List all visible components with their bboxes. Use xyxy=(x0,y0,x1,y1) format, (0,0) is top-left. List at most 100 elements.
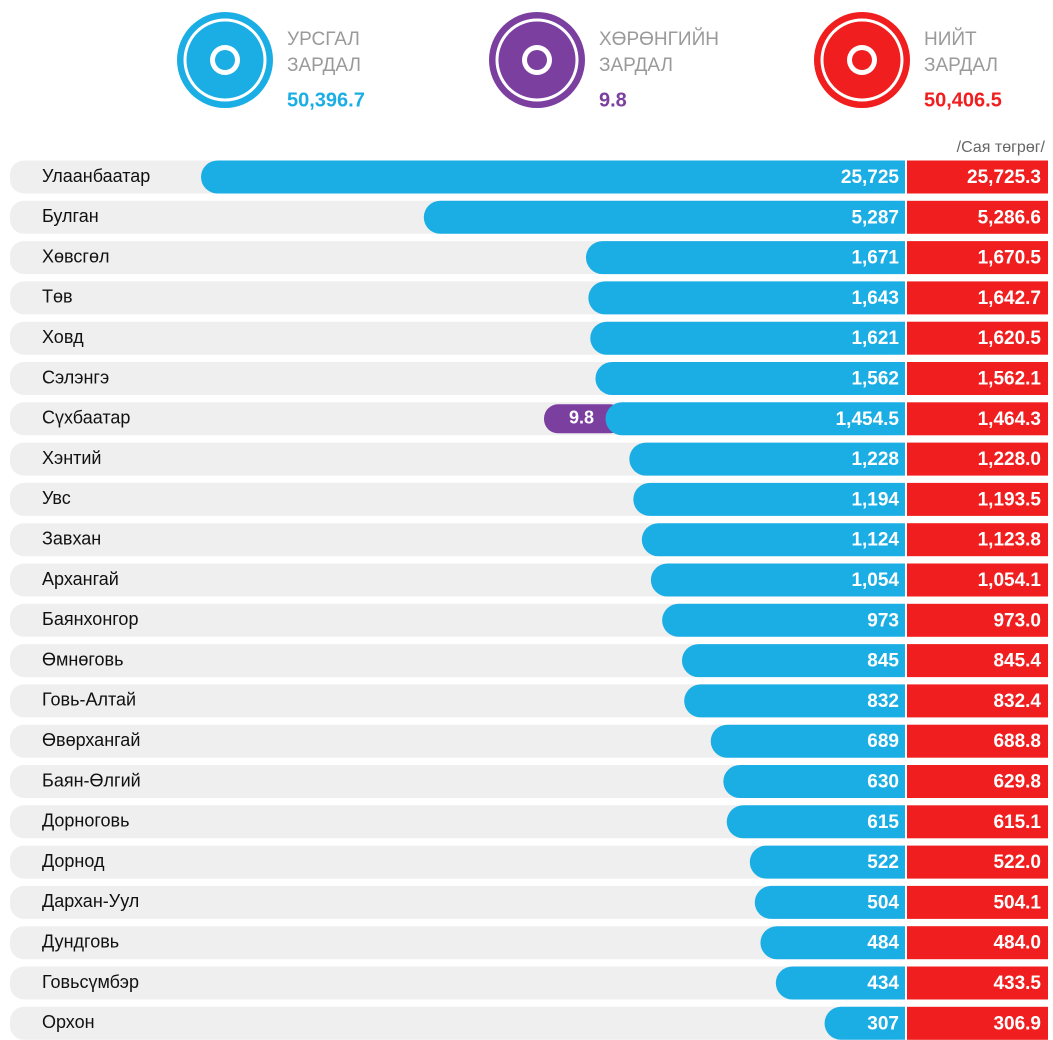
total-value: 615.1 xyxy=(993,812,1041,833)
row-background xyxy=(10,845,905,879)
total-box xyxy=(907,684,1048,718)
total-box xyxy=(907,845,1048,879)
category-label: Хэнтий xyxy=(42,448,101,468)
total-value: 1,642.7 xyxy=(978,288,1041,309)
current-bar xyxy=(605,402,905,436)
category-label: Хөвсгөл xyxy=(42,246,109,266)
total-value: 1,054.1 xyxy=(978,570,1042,591)
current-value: 1,621 xyxy=(851,328,899,349)
total-value: 1,464.3 xyxy=(978,409,1041,430)
current-value: 1,643 xyxy=(851,288,899,309)
total-box xyxy=(907,362,1048,395)
capital-value: 9.8 xyxy=(569,408,594,428)
total-box xyxy=(907,482,1048,516)
row-background xyxy=(10,885,905,919)
category-label: Улаанбаатар xyxy=(42,166,150,186)
current-value: 1,562 xyxy=(851,369,899,390)
total-box xyxy=(907,603,1048,637)
total-box xyxy=(907,160,1048,194)
current-bar xyxy=(749,845,905,879)
total-value: 1,123.8 xyxy=(978,530,1041,551)
current-value: 434 xyxy=(867,973,899,994)
current-value: 504 xyxy=(867,892,899,913)
current-value: 845 xyxy=(867,651,899,672)
current-bar xyxy=(723,765,905,798)
total-value: 504.1 xyxy=(993,892,1041,913)
total-value: 1,670.5 xyxy=(978,248,1042,269)
current-bar xyxy=(588,281,905,315)
header-label: ХӨРӨНГИЙН xyxy=(599,28,719,50)
total-box xyxy=(907,765,1048,798)
current-bar xyxy=(595,362,905,395)
unit-label: /Сая төгрөг/ xyxy=(957,139,1046,156)
row-background xyxy=(10,724,905,758)
current-bar xyxy=(633,482,905,516)
current-bar xyxy=(760,926,905,960)
total-box xyxy=(907,644,1048,678)
current-value: 1,124 xyxy=(851,530,899,551)
current-bar xyxy=(710,724,905,758)
icon-ring xyxy=(495,18,579,102)
current-value: 522 xyxy=(867,852,899,873)
category-label: Сэлэнгэ xyxy=(42,367,109,387)
header-value: 50,406.5 xyxy=(924,89,1002,111)
total-box xyxy=(907,241,1048,275)
total-value: 484.0 xyxy=(993,933,1041,954)
icon-dot xyxy=(852,50,872,70)
current-value: 1,454.5 xyxy=(836,409,900,430)
category-label: Баянхонгор xyxy=(42,609,138,629)
current-bar xyxy=(726,805,905,839)
current-bar xyxy=(423,200,905,234)
category-label: Дорноговь xyxy=(42,811,130,831)
category-label: Төв xyxy=(42,287,73,307)
total-value: 1,562.1 xyxy=(978,369,1042,390)
current-value: 1,194 xyxy=(851,489,899,510)
total-value: 5,286.6 xyxy=(978,207,1041,228)
total-value: 433.5 xyxy=(993,973,1041,994)
current-bar xyxy=(585,241,905,275)
current-value: 1,671 xyxy=(851,248,899,269)
total-value: 1,228.0 xyxy=(978,449,1041,470)
header-label: ЗАРДАЛ xyxy=(924,55,998,76)
current-value: 1,228 xyxy=(851,449,899,470)
category-label: Өвөрхангай xyxy=(42,730,140,750)
total-value: 1,620.5 xyxy=(978,328,1042,349)
icon-dot xyxy=(527,50,547,70)
current-value: 973 xyxy=(867,610,899,631)
current-bar xyxy=(629,442,905,476)
category-label: Дундговь xyxy=(42,931,119,951)
total-value: 306.9 xyxy=(993,1013,1041,1034)
category-label: Ховд xyxy=(42,327,84,347)
current-value: 832 xyxy=(867,691,899,712)
current-value: 689 xyxy=(867,731,899,752)
header-value: 50,396.7 xyxy=(287,89,365,111)
category-label: Увс xyxy=(42,488,71,508)
row-background xyxy=(10,1006,905,1040)
current-bar xyxy=(662,603,905,637)
current-bar xyxy=(641,523,905,557)
icon-ring xyxy=(820,18,904,102)
total-box xyxy=(907,281,1048,315)
category-label: Булган xyxy=(42,206,99,226)
total-box xyxy=(907,885,1048,919)
header-label: ЗАРДАЛ xyxy=(287,55,361,76)
total-box xyxy=(907,563,1048,597)
header-value: 9.8 xyxy=(599,89,627,111)
total-value: 973.0 xyxy=(993,610,1041,631)
current-bar xyxy=(590,321,905,355)
current-bar xyxy=(754,885,905,919)
icon-ring xyxy=(183,18,267,102)
category-label: Дорнод xyxy=(42,851,105,871)
row-background xyxy=(10,805,905,839)
total-box xyxy=(907,402,1048,436)
total-box xyxy=(907,442,1048,476)
current-bar xyxy=(650,563,905,597)
category-label: Говь-Алтай xyxy=(42,690,136,710)
current-bar xyxy=(200,160,905,194)
total-box xyxy=(907,523,1048,557)
category-label: Завхан xyxy=(42,528,101,548)
row-background xyxy=(10,926,905,960)
row-background xyxy=(10,644,905,678)
header-label: ЗАРДАЛ xyxy=(599,55,673,76)
